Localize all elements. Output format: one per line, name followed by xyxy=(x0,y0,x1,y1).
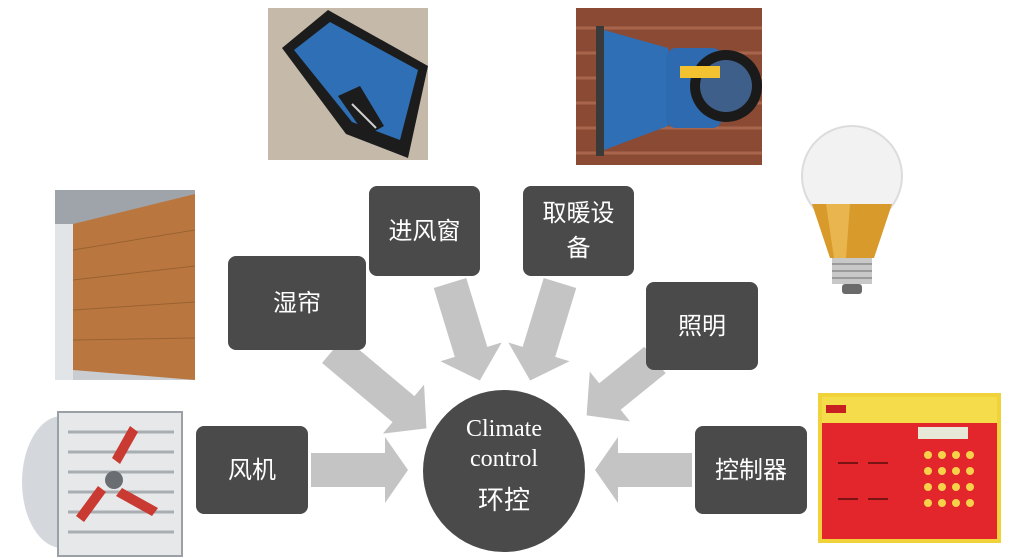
node-wet-curtain: 湿帘 xyxy=(228,256,366,350)
wet-curtain-photo xyxy=(55,190,195,380)
arrow-lighting xyxy=(586,346,666,422)
node-controller: 控制器 xyxy=(695,426,807,514)
node-fan-label: 风机 xyxy=(228,455,276,484)
node-air-inlet-label: 进风窗 xyxy=(388,216,461,245)
arrow-fan xyxy=(311,437,408,503)
node-heating-label-line2: 备 xyxy=(566,234,591,262)
node-lighting-label: 照明 xyxy=(678,311,726,340)
node-heating-label-line1: 取暖设 xyxy=(542,199,615,228)
node-lighting: 照明 xyxy=(646,282,758,370)
hub-title-line1: Climate xyxy=(466,416,542,442)
node-wet-curtain-label: 湿帘 xyxy=(273,288,321,317)
bulb-photo xyxy=(790,120,910,302)
controller-photo xyxy=(818,393,1001,543)
air-inlet-photo xyxy=(268,8,428,160)
climate-control-hub: Climate control 环控 xyxy=(423,390,585,552)
node-air-inlet: 进风窗 xyxy=(369,186,480,276)
arrow-controller xyxy=(595,437,692,503)
arrow-heating xyxy=(508,278,577,381)
hub-title-line2: control xyxy=(470,446,538,472)
arrow-wet-curtain xyxy=(322,336,427,434)
heater-photo xyxy=(576,8,762,165)
arrow-air-inlet xyxy=(433,278,502,381)
fan-photo xyxy=(18,408,186,558)
hub-title: Climate control xyxy=(423,414,585,474)
node-fan: 风机 xyxy=(196,426,308,514)
node-controller-label: 控制器 xyxy=(715,455,787,484)
node-heating: 取暖设 备 xyxy=(523,186,634,276)
hub-subtitle: 环控 xyxy=(477,486,530,516)
